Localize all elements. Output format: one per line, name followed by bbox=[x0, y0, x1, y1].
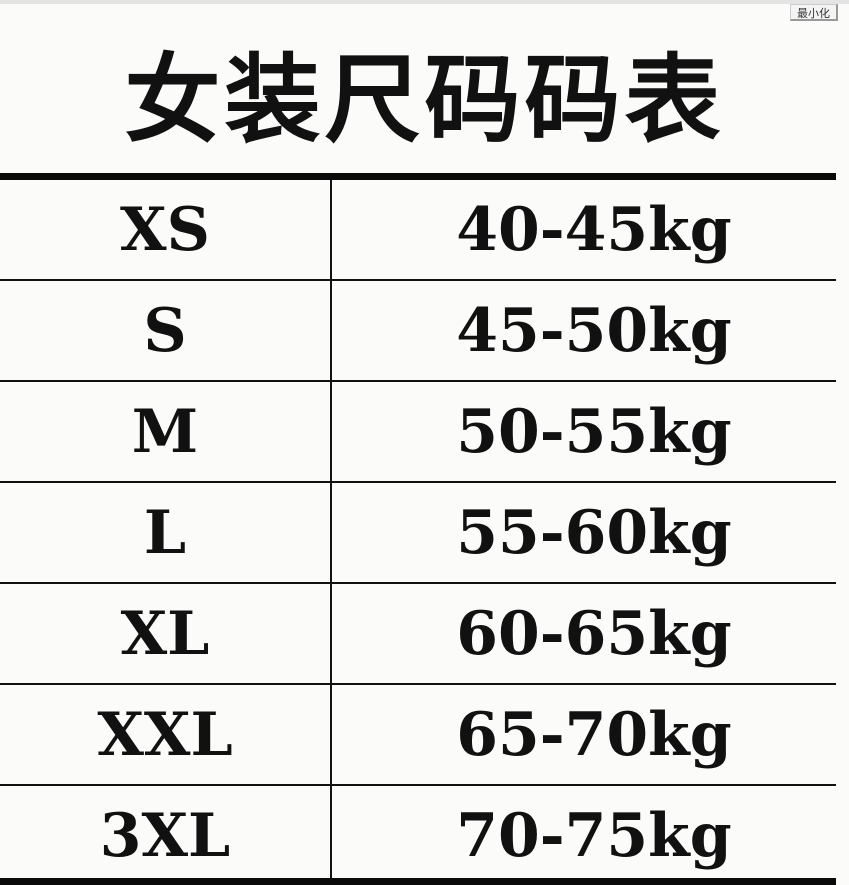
size-cell: S bbox=[0, 281, 332, 380]
weight-cell: 60-65kg bbox=[456, 598, 732, 669]
table-row: XXL 65-70kg bbox=[0, 685, 836, 786]
weight-cell: 70-75kg bbox=[456, 800, 732, 871]
window-top-bar bbox=[0, 0, 849, 4]
size-table: XS 40-45kg S 45-50kg M 50-55kg L 55-60kg XL 6… bbox=[0, 173, 836, 885]
size-cell: 3XL bbox=[0, 786, 332, 885]
table-row: XS 40-45kg bbox=[0, 180, 836, 281]
table-row: XL 60-65kg bbox=[0, 584, 836, 685]
page-title: 女装尺码码表 bbox=[124, 43, 725, 156]
size-cell: XXL bbox=[0, 685, 332, 784]
weight-cell: 65-70kg bbox=[456, 699, 732, 770]
table-row: S 45-50kg bbox=[0, 281, 836, 382]
table-row: L 55-60kg bbox=[0, 483, 836, 584]
size-cell: XS bbox=[0, 180, 332, 279]
minimize-button[interactable]: 最小化 bbox=[790, 4, 838, 21]
weight-cell: 45-50kg bbox=[456, 295, 732, 366]
weight-cell: 55-60kg bbox=[456, 497, 732, 568]
table-top-rule bbox=[0, 173, 836, 180]
table-bottom-rule bbox=[0, 878, 836, 885]
table-row: 3XL 70-75kg bbox=[0, 786, 836, 885]
size-cell: XL bbox=[0, 584, 332, 683]
weight-cell: 50-55kg bbox=[456, 396, 732, 467]
size-cell: M bbox=[0, 382, 332, 481]
size-cell: L bbox=[0, 483, 332, 582]
table-row: M 50-55kg bbox=[0, 382, 836, 483]
weight-cell: 40-45kg bbox=[456, 194, 732, 265]
